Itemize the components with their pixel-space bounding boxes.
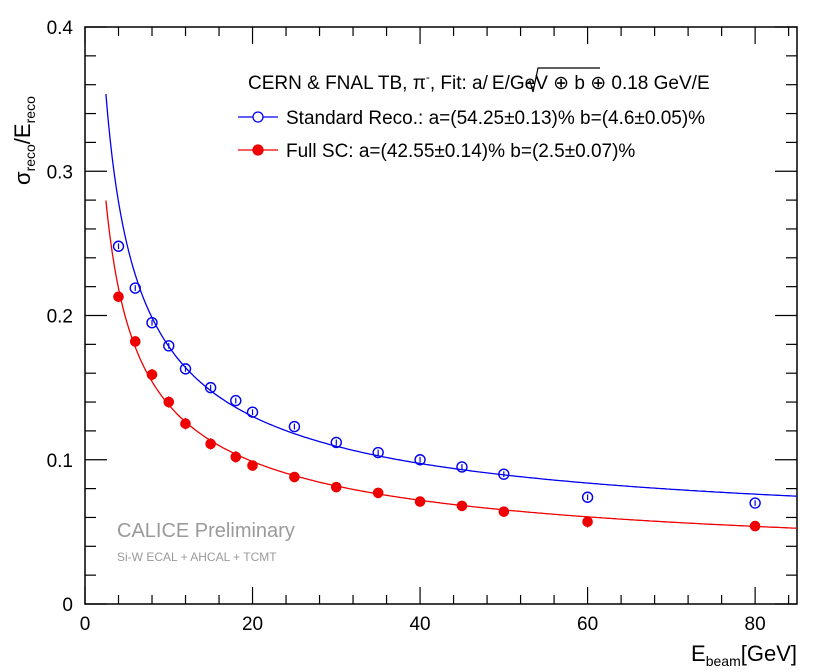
axis-tick-labels: 0 20 40 60 80 0 0.1 0.2 0.3 0.4 — [47, 18, 766, 635]
data-point-standard — [498, 468, 510, 480]
x-tick-label: 0 — [80, 614, 91, 635]
x-tick-label: 20 — [242, 614, 263, 635]
y-tick-label: 0.2 — [47, 307, 73, 328]
data-point-standard — [749, 497, 761, 509]
x-tick-label: 40 — [409, 614, 430, 635]
axis-ticks — [84, 26, 797, 605]
legend-marker-fullsc — [252, 144, 264, 156]
x-axis-title: Ebeam[GeV] — [691, 641, 797, 669]
calice-preliminary-label: CALICE Preliminary — [117, 520, 295, 542]
y-tick-label: 0.4 — [47, 18, 74, 39]
data-point-fullsc — [372, 487, 384, 499]
fit-curve-standard — [105, 93, 798, 497]
data-point-fullsc — [129, 336, 141, 347]
data-point-fullsc — [163, 396, 175, 408]
data-point-fullsc — [498, 506, 510, 517]
data-points — [112, 240, 761, 532]
legend-label-standard: Standard Reco.: a=(54.25±0.13)% b=(4.6±0… — [286, 108, 705, 129]
data-point-fullsc — [146, 369, 158, 380]
data-point-standard — [330, 436, 342, 449]
legend-header: CERN & FNAL TB, π-, Fit: a/E/GeV ⊕ b ⊕ 0… — [248, 70, 710, 94]
data-point-fullsc — [180, 418, 191, 429]
data-point-standard — [414, 454, 426, 466]
legend-marker-standard — [252, 111, 264, 123]
fit-curves — [105, 93, 798, 529]
data-point-standard — [581, 491, 594, 503]
data-point-fullsc — [456, 500, 468, 512]
data-point-fullsc — [330, 481, 342, 493]
data-point-standard — [129, 282, 141, 294]
data-point-standard — [179, 363, 192, 375]
data-point-standard — [146, 317, 158, 329]
legend-label-fullsc: Full SC: a=(42.55±0.14)% b=(2.5±0.07)% — [286, 141, 635, 162]
data-point-fullsc — [289, 471, 300, 483]
detector-config-label: Si-W ECAL + AHCAL + TCMT — [117, 550, 277, 564]
data-point-standard — [163, 340, 175, 352]
data-point-standard — [372, 446, 384, 459]
y-tick-label: 0.3 — [47, 162, 73, 183]
y-tick-label: 0.1 — [47, 451, 73, 472]
x-tick-label: 60 — [577, 614, 598, 635]
data-point-standard — [230, 394, 242, 407]
data-point-fullsc — [414, 496, 426, 507]
data-point-fullsc — [749, 520, 761, 532]
data-point-fullsc — [230, 451, 242, 463]
data-point-fullsc — [247, 460, 258, 471]
fit-curve-fullsc — [105, 200, 798, 529]
data-point-fullsc — [113, 291, 124, 303]
sqrt-sign — [526, 67, 600, 93]
y-tick-label: 0 — [62, 595, 73, 616]
data-point-standard — [112, 240, 125, 252]
legend: CERN & FNAL TB, π-, Fit: a/E/GeV ⊕ b ⊕ 0… — [238, 67, 710, 162]
data-point-standard — [288, 420, 301, 433]
data-point-fullsc — [582, 516, 593, 528]
data-point-standard — [246, 406, 259, 418]
data-point-fullsc — [205, 438, 216, 450]
y-axis-title: σreco/Ereco — [10, 96, 38, 185]
data-point-standard — [204, 381, 217, 394]
data-point-standard — [456, 461, 468, 473]
x-tick-label: 80 — [745, 614, 766, 635]
